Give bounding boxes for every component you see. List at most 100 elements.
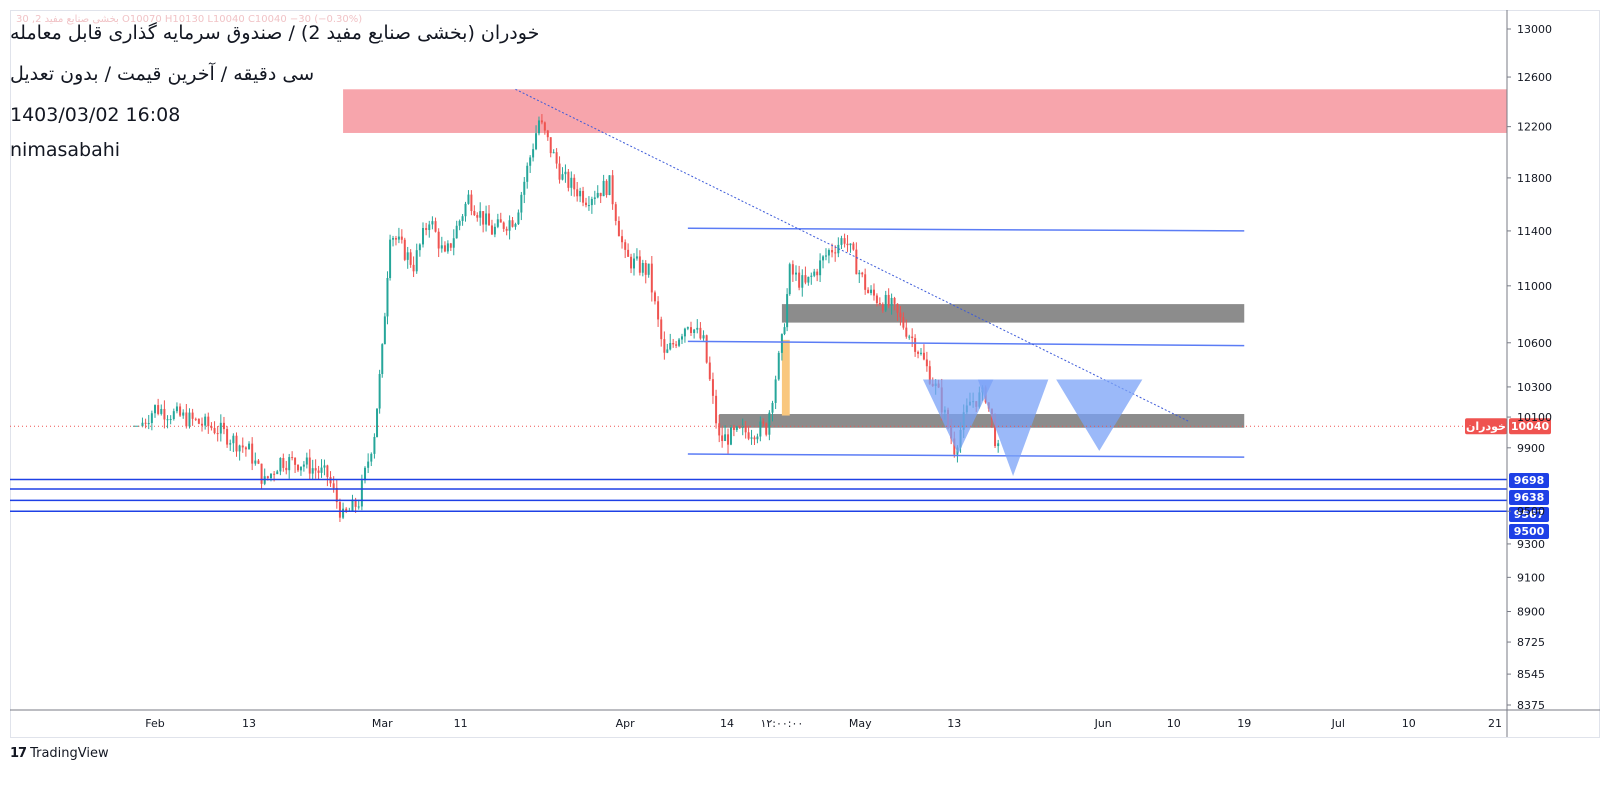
y-tick-label-12600: 12600 [1517, 71, 1552, 84]
candle-body-102 [452, 238, 455, 248]
triangle-pattern-3[interactable] [1056, 379, 1143, 451]
price-level-tag-text-9638: 9638 [1514, 491, 1545, 504]
y-tick-label-8545: 8545 [1517, 668, 1545, 681]
candle-body-199 [741, 426, 744, 428]
candle-body-93 [425, 228, 428, 231]
candle-body-100 [446, 243, 449, 252]
candle-body-79 [383, 316, 386, 345]
candle-body-3 [150, 413, 153, 424]
x-tick-label-13: 10 [1402, 717, 1416, 730]
candle-body-58 [320, 467, 323, 473]
x-tick-label-8: 13 [947, 717, 961, 730]
candle-body-88 [409, 252, 412, 265]
candle-body-10 [172, 411, 175, 420]
candle-body-224 [816, 271, 819, 276]
candle-body-149 [590, 198, 593, 206]
candle-body-179 [680, 336, 683, 340]
candle-body-60 [326, 465, 329, 478]
price-level-tag-text-9500: 9500 [1514, 525, 1545, 538]
channel-line-3[interactable] [687, 453, 1245, 458]
candle-body-256 [911, 336, 914, 339]
gray-zone-1[interactable] [781, 304, 1245, 323]
channel-line-1[interactable] [687, 227, 1245, 232]
candle-body-204 [756, 436, 759, 440]
candle-body-65 [342, 508, 345, 518]
candle-body-69 [354, 499, 357, 507]
tradingview-logo[interactable]: 17 TradingView [10, 746, 109, 761]
candle-body-18 [197, 418, 200, 424]
candle-body-159 [621, 236, 624, 243]
candle-body-41 [269, 473, 272, 479]
candle-body-4 [154, 405, 156, 414]
candle-body-76 [376, 408, 379, 437]
triangle-pattern-2[interactable] [977, 379, 1049, 477]
candle-body-59 [323, 465, 326, 468]
candle-body-89 [412, 264, 415, 272]
candle-body-259 [919, 352, 922, 354]
candle-body-174 [666, 349, 669, 353]
candle-body-137 [555, 152, 558, 164]
triangle-pattern-1[interactable] [922, 379, 994, 455]
candle-body-19 [201, 423, 204, 426]
candle-body-12 [179, 406, 182, 416]
descending-trendline[interactable] [515, 88, 1190, 423]
candle-body-215 [788, 264, 791, 295]
price-level-tag-text-9698: 9698 [1514, 474, 1545, 487]
resistance-zone[interactable] [343, 89, 1507, 133]
candle-body-143 [573, 177, 576, 190]
candle-body-92 [422, 228, 424, 245]
gray-zone-2[interactable] [719, 414, 1245, 428]
x-tick-label-10: 10 [1167, 717, 1181, 730]
candle-body-139 [561, 174, 564, 180]
candle-body-112 [482, 211, 485, 225]
candle-body-205 [759, 421, 762, 437]
candle-body-35 [251, 443, 254, 464]
y-tick-label-9100: 9100 [1517, 571, 1545, 584]
candle-body-173 [663, 339, 666, 353]
candle-body-238 [858, 272, 861, 275]
candle-body-150 [593, 197, 596, 199]
candle-body-255 [908, 336, 911, 338]
candle-body-106 [464, 203, 467, 217]
candle-body-254 [905, 327, 908, 337]
candle-body-172 [660, 319, 663, 340]
candle-body-208 [768, 412, 771, 435]
symbol-tag [1465, 418, 1507, 435]
candle-body-63 [335, 488, 338, 503]
candle-body-214 [786, 294, 789, 328]
candle-body-78 [381, 344, 384, 375]
candle-body-14 [185, 412, 188, 427]
candle-body-166 [641, 263, 644, 273]
candle-body-180 [683, 328, 686, 337]
candle-body-147 [584, 202, 587, 206]
candle-body-44 [279, 458, 282, 472]
candle-body-198 [738, 426, 741, 428]
orange-highlight-bar[interactable] [781, 339, 790, 416]
candle-body-105 [461, 216, 464, 221]
candle-body-24 [216, 433, 219, 435]
candle-body-162 [630, 256, 633, 269]
channel-line-2[interactable] [687, 340, 1245, 347]
x-tick-label-2: Mar [372, 717, 393, 730]
candle-body-122 [511, 220, 514, 227]
candle-body-248 [887, 294, 890, 306]
candle-body-186 [702, 335, 705, 339]
candle-body-262 [928, 366, 931, 384]
candle-body-169 [650, 263, 653, 293]
candle-body-31 [238, 445, 241, 452]
candle-body-216 [791, 264, 794, 275]
x-tick-label-14: 21 [1488, 717, 1502, 730]
candle-body-52 [302, 464, 305, 467]
candle-body-83 [394, 238, 397, 240]
candle-body-53 [305, 457, 308, 465]
candle-body-154 [605, 180, 608, 195]
candle-body-72 [364, 467, 367, 481]
candle-body-212 [780, 334, 783, 353]
y-tick-label-9500: 9500 [1517, 505, 1545, 518]
candle-body-140 [564, 171, 567, 175]
candle-body-227 [824, 255, 827, 257]
zones-layer [343, 89, 1507, 428]
candle-body-74 [370, 453, 373, 462]
candle-body-111 [479, 211, 482, 218]
